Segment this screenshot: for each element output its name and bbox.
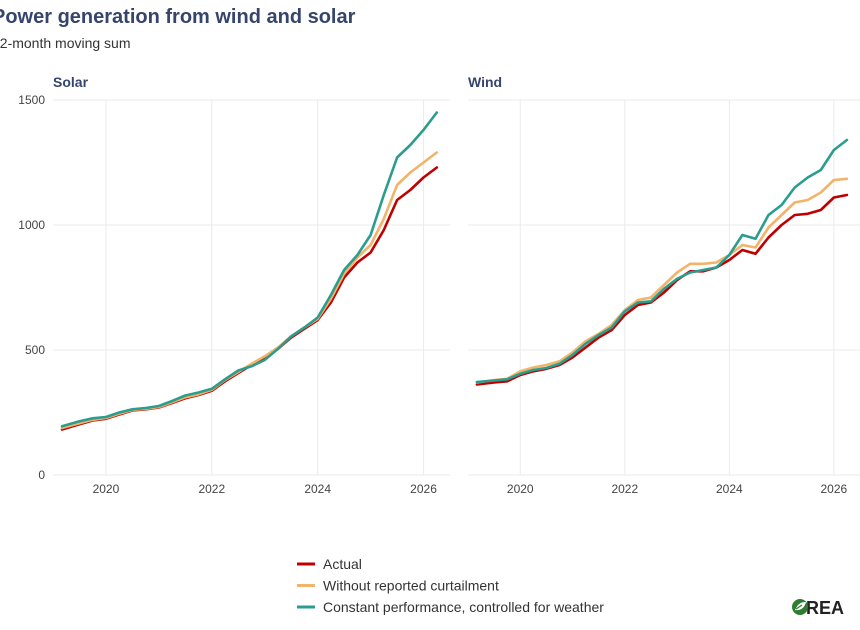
x-tick-label: 2022 bbox=[198, 482, 225, 496]
panel-title: Wind bbox=[468, 74, 502, 90]
x-tick-label: 2024 bbox=[716, 482, 743, 496]
legend-label: Without reported curtailment bbox=[323, 578, 499, 594]
x-tick-label: 2026 bbox=[410, 482, 437, 496]
panel-wind: Wind 2020 2022 2024 2026 bbox=[468, 74, 860, 496]
gridlines bbox=[53, 99, 450, 476]
legend-label: Actual bbox=[323, 556, 362, 572]
panel-solar: Solar 2020 2022 2024 2026 bbox=[53, 74, 450, 496]
y-tick-label: 1500 bbox=[18, 93, 45, 107]
x-tick-label: 2020 bbox=[507, 482, 534, 496]
y-tick-label: 0 bbox=[38, 468, 45, 482]
x-tick-label: 2024 bbox=[304, 482, 331, 496]
legend-item-without: Without reported curtailment bbox=[297, 578, 499, 594]
chart-subtitle: 12-month moving sum bbox=[0, 35, 131, 51]
panel-title: Solar bbox=[53, 74, 89, 90]
crea-logo: CREA bbox=[791, 598, 860, 622]
series-line-without bbox=[60, 151, 439, 430]
gridlines bbox=[468, 99, 860, 476]
legend-label: Constant performance, controlled for wea… bbox=[323, 599, 604, 615]
series-line-constant bbox=[475, 138, 849, 384]
x-tick-label: 2020 bbox=[93, 482, 120, 496]
x-tick-label: 2026 bbox=[821, 482, 848, 496]
legend: Actual Without reported curtailment Consta… bbox=[297, 556, 604, 615]
x-tick-label: 2022 bbox=[611, 482, 638, 496]
chart-title: Power generation from wind and solar bbox=[0, 6, 356, 28]
crea-leaf-icon bbox=[792, 599, 808, 615]
legend-item-constant: Constant performance, controlled for wea… bbox=[297, 599, 604, 615]
series-line-constant bbox=[60, 111, 439, 428]
y-tick-label: 1000 bbox=[18, 218, 45, 232]
series-line-without bbox=[475, 177, 849, 384]
y-tick-label: 500 bbox=[25, 343, 45, 357]
legend-item-actual: Actual bbox=[297, 556, 362, 572]
